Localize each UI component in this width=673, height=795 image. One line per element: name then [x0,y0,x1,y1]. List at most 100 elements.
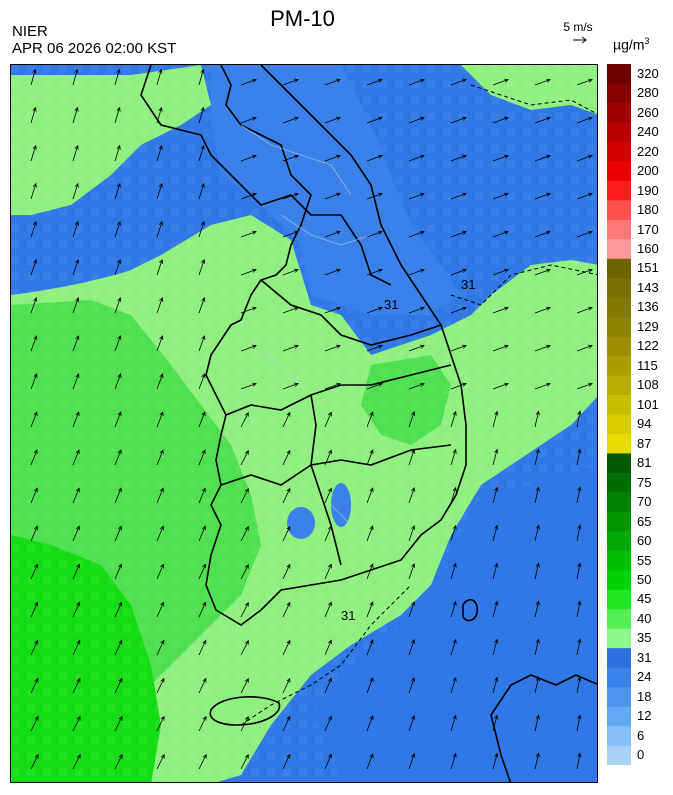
wind-arrow [408,563,415,580]
legend-swatch [607,667,631,688]
wind-arrow-head [34,525,38,531]
wind-arrow-head [75,373,80,379]
wind-arrow-head [286,601,291,607]
wind-arrow [576,639,581,656]
wind-arrow [492,269,509,276]
wind-arrow [198,450,206,466]
legend-label: 129 [637,318,659,334]
wind-arrow-head [494,638,499,644]
wind-arrow [492,307,509,314]
legend-swatch [607,336,631,357]
wind-arrow [72,145,79,162]
wind-arrow-head [369,449,374,455]
wind-arrow-head [34,715,39,721]
wind-arrow-head [32,68,37,74]
wind-arrow [240,307,257,314]
wind-arrow-head [336,78,341,83]
wind-arrow-head [452,600,457,606]
wind-arrow [450,193,467,200]
legend-swatch [607,472,631,493]
wind-arrow-head [420,116,425,121]
wind-arrow-head [369,715,374,721]
wind-arrow-head [34,753,39,759]
wind-arrow-head [452,752,457,758]
legend-label: 190 [637,182,659,198]
wind-arrow [198,640,207,656]
wind-arrow-head [158,144,163,150]
wind-arrow-head [378,78,383,83]
korea-coastline [205,65,467,626]
wind-scale-label: 5 m/s [563,20,593,34]
wind-arrow-head [201,373,206,379]
jeju-outline [209,696,281,726]
wind-arrow [72,716,81,732]
wind-arrow-head [535,562,540,568]
wind-arrow-head [452,676,457,682]
wind-arrow [534,345,551,352]
legend-swatch [607,589,631,610]
wind-arrow [324,193,341,200]
wind-arrow-head [546,268,551,273]
legend-swatch [607,219,631,240]
wind-arrow [30,754,39,770]
wind-arrow-head [328,639,332,645]
wind-arrow [72,183,79,200]
wind-arrow [534,525,539,542]
wind-arrow-head [411,411,416,416]
wind-arrow [534,411,539,428]
wind-arrow [408,753,415,770]
wind-arrow-head [328,601,332,607]
wind-arrow-head [74,68,79,74]
wind-arrow-head [201,411,206,417]
wind-arrow-head [117,373,122,379]
wind-arrow-head [328,563,332,569]
wind-arrow-head [159,373,164,379]
wind-arrow-head [117,449,122,455]
wind-arrow [240,269,257,276]
wind-arrow-head [33,373,38,379]
legend-label: 122 [637,338,659,354]
wind-arrow [366,231,383,238]
legend-swatch [607,161,631,182]
wind-arrow-head [244,487,249,493]
legend-swatch [607,122,631,143]
legend-label: 50 [637,572,652,587]
contour-label-3: 31 [341,608,355,623]
wind-arrow-head [336,230,341,235]
wind-arrow-head [504,154,509,159]
wind-arrow-head [577,562,582,568]
wind-arrow [198,411,206,428]
wind-arrow-head [252,192,257,197]
wind-arrow-head [118,753,123,759]
wind-arrow [408,155,425,162]
wind-arrow-head [420,268,425,273]
wind-arrow-head [200,220,205,226]
boundary-line-2 [225,364,452,416]
wind-arrow [534,449,539,466]
legend-swatch [607,395,631,415]
wind-arrow-head [546,230,551,235]
legend-label: 81 [637,455,652,471]
wind-arrow [450,449,457,466]
wind-arrow-head [76,753,81,759]
wind-arrow [198,716,207,732]
map-canvas: 31 31 31 [11,65,597,782]
wind-arrow [198,107,204,124]
wind-arrow [282,602,291,618]
inland-blue-pocket-2 [331,483,351,527]
legend-label: 18 [637,688,652,704]
wind-arrow [282,640,291,656]
wind-arrow [198,754,207,770]
wind-arrow-head [504,192,509,197]
wind-arrow [576,601,581,618]
wind-arrow [156,488,164,504]
wind-arrow-head [116,106,121,112]
wind-arrow [324,754,332,770]
wind-arrow [156,754,165,770]
wind-arrow [156,297,163,314]
wind-arrow [282,754,291,770]
wind-arrow-head [200,68,205,74]
wind-arrow-head [588,192,593,197]
wind-arrow [72,640,81,656]
wind-arrow-head [34,601,39,607]
